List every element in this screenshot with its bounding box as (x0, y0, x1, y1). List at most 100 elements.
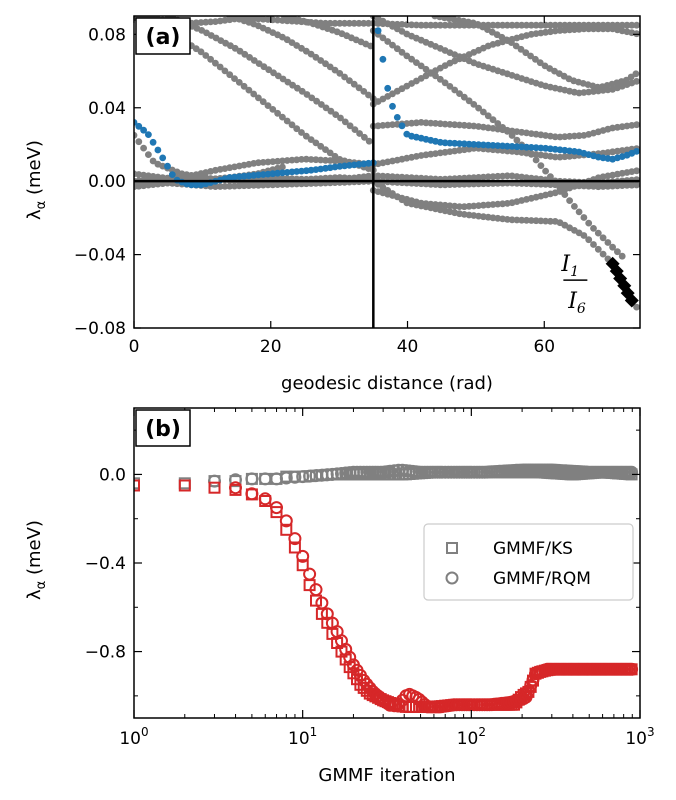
data-point (609, 243, 616, 251)
data-point (432, 72, 439, 80)
data-point (451, 21, 459, 29)
legend-entry-label: GMMF/KS (493, 539, 573, 559)
data-point (389, 173, 396, 181)
data-point (494, 142, 502, 150)
data-point (341, 19, 348, 27)
data-point (389, 102, 396, 110)
data-point (571, 203, 578, 210)
data-point (168, 171, 176, 179)
data-point (398, 122, 406, 130)
data-point (283, 117, 291, 125)
series-gray-16 (369, 167, 640, 211)
data-point (536, 59, 544, 67)
data-point (164, 162, 171, 170)
panel-b-x-label: GMMF iteration (318, 765, 455, 786)
data-point (633, 167, 640, 175)
data-point (561, 26, 569, 34)
legend-box (423, 523, 634, 601)
data-point (484, 173, 492, 181)
data-point (489, 116, 497, 124)
data-point (628, 181, 636, 189)
data-point (633, 21, 640, 29)
data-point (337, 114, 344, 122)
circle-marker (519, 690, 533, 704)
circle-marker (383, 464, 397, 478)
data-point (255, 94, 262, 102)
data-point (240, 82, 248, 90)
data-point (398, 173, 406, 181)
data-point (551, 153, 559, 161)
square-marker (134, 479, 140, 492)
data-point (556, 27, 564, 34)
data-point (532, 144, 540, 152)
panel-a-tag: (a) (146, 25, 181, 50)
series-gray-15 (369, 27, 626, 260)
data-point (542, 167, 549, 175)
data-point (279, 75, 287, 83)
data-point (312, 19, 320, 27)
circle-marker (296, 549, 310, 563)
data-point (365, 91, 372, 99)
series-RQM-gray (208, 463, 639, 488)
data-point (623, 182, 631, 189)
data-point (270, 69, 277, 77)
data-point (336, 174, 344, 181)
data-point (594, 245, 602, 253)
data-point (542, 217, 549, 225)
panel-b-plot-area (134, 463, 639, 714)
data-point (417, 21, 425, 29)
data-point (393, 114, 401, 121)
data-point (331, 152, 339, 160)
data-point (355, 19, 363, 27)
circle-marker (245, 472, 259, 486)
square-marker (446, 542, 458, 554)
data-point (327, 107, 335, 115)
circle-marker (330, 467, 344, 481)
data-point (503, 142, 511, 150)
data-point (221, 67, 229, 75)
data-point (326, 157, 334, 164)
data-point (508, 132, 516, 139)
square-marker (208, 481, 221, 494)
data-point (226, 71, 234, 79)
data-point (365, 19, 372, 27)
circle-marker (245, 487, 259, 501)
data-point (590, 241, 597, 248)
data-point (599, 234, 607, 242)
data-point (633, 148, 640, 155)
data-point (398, 48, 406, 56)
x-tick-label: 20 (260, 337, 282, 357)
data-point (312, 139, 320, 147)
panel-a: λα (meV) geodesic distance (rad) 0 20 40 60… (24, 15, 641, 394)
data-point (456, 203, 463, 211)
data-point (341, 118, 349, 126)
y-tick-label: −0.04 (74, 246, 126, 266)
data-point (470, 141, 478, 148)
data-point (594, 25, 602, 33)
data-point (302, 155, 310, 163)
panel-a-plot-area (134, 16, 640, 311)
data-point (302, 132, 310, 140)
data-point (259, 98, 267, 106)
data-point (537, 21, 545, 29)
data-point (326, 63, 334, 71)
data-point (594, 229, 602, 237)
data-point (307, 156, 315, 163)
data-point (503, 172, 511, 180)
data-point (633, 78, 640, 85)
data-point (331, 174, 339, 182)
circle-marker (625, 662, 639, 676)
data-point (331, 19, 339, 27)
data-point (527, 21, 535, 29)
data-point (451, 139, 459, 147)
circle-marker (270, 472, 283, 486)
data-point (336, 19, 344, 27)
data-point (374, 27, 382, 35)
x-tick-label: 103 (625, 725, 654, 749)
data-point (350, 19, 358, 27)
data-point (517, 45, 525, 53)
data-point (307, 50, 315, 58)
circle-marker (309, 583, 323, 597)
data-point (145, 151, 152, 159)
